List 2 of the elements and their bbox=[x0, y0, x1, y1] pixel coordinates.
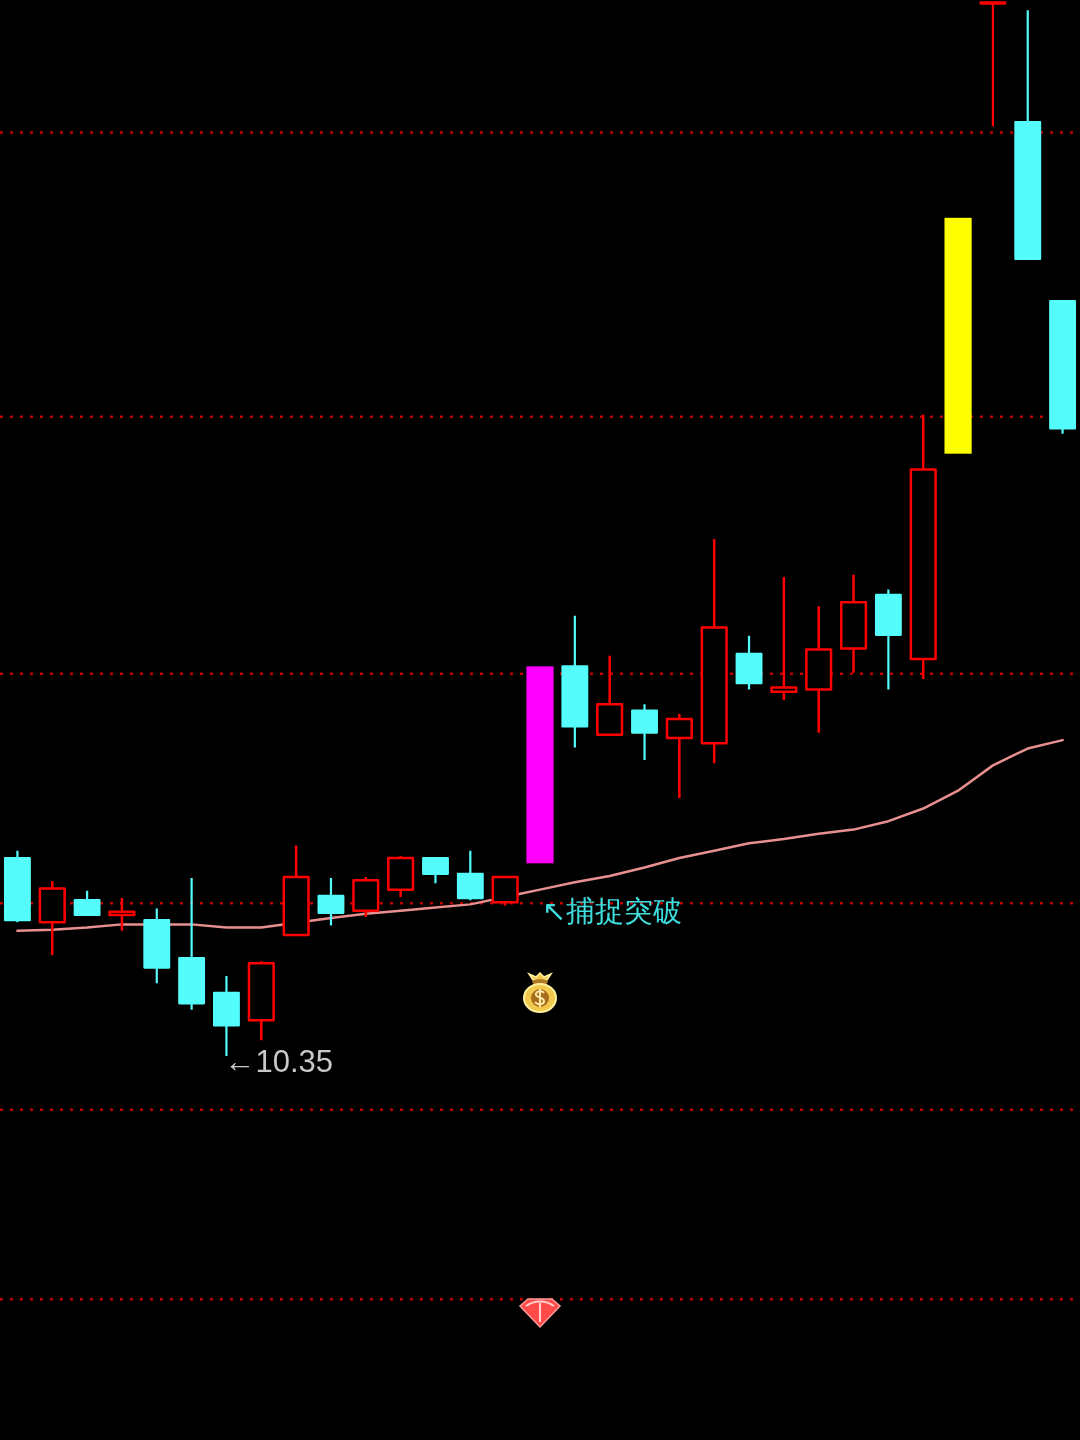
annotation: ←10.35 bbox=[224, 1043, 334, 1079]
annotation: ↖捕捉突破 bbox=[542, 894, 683, 929]
